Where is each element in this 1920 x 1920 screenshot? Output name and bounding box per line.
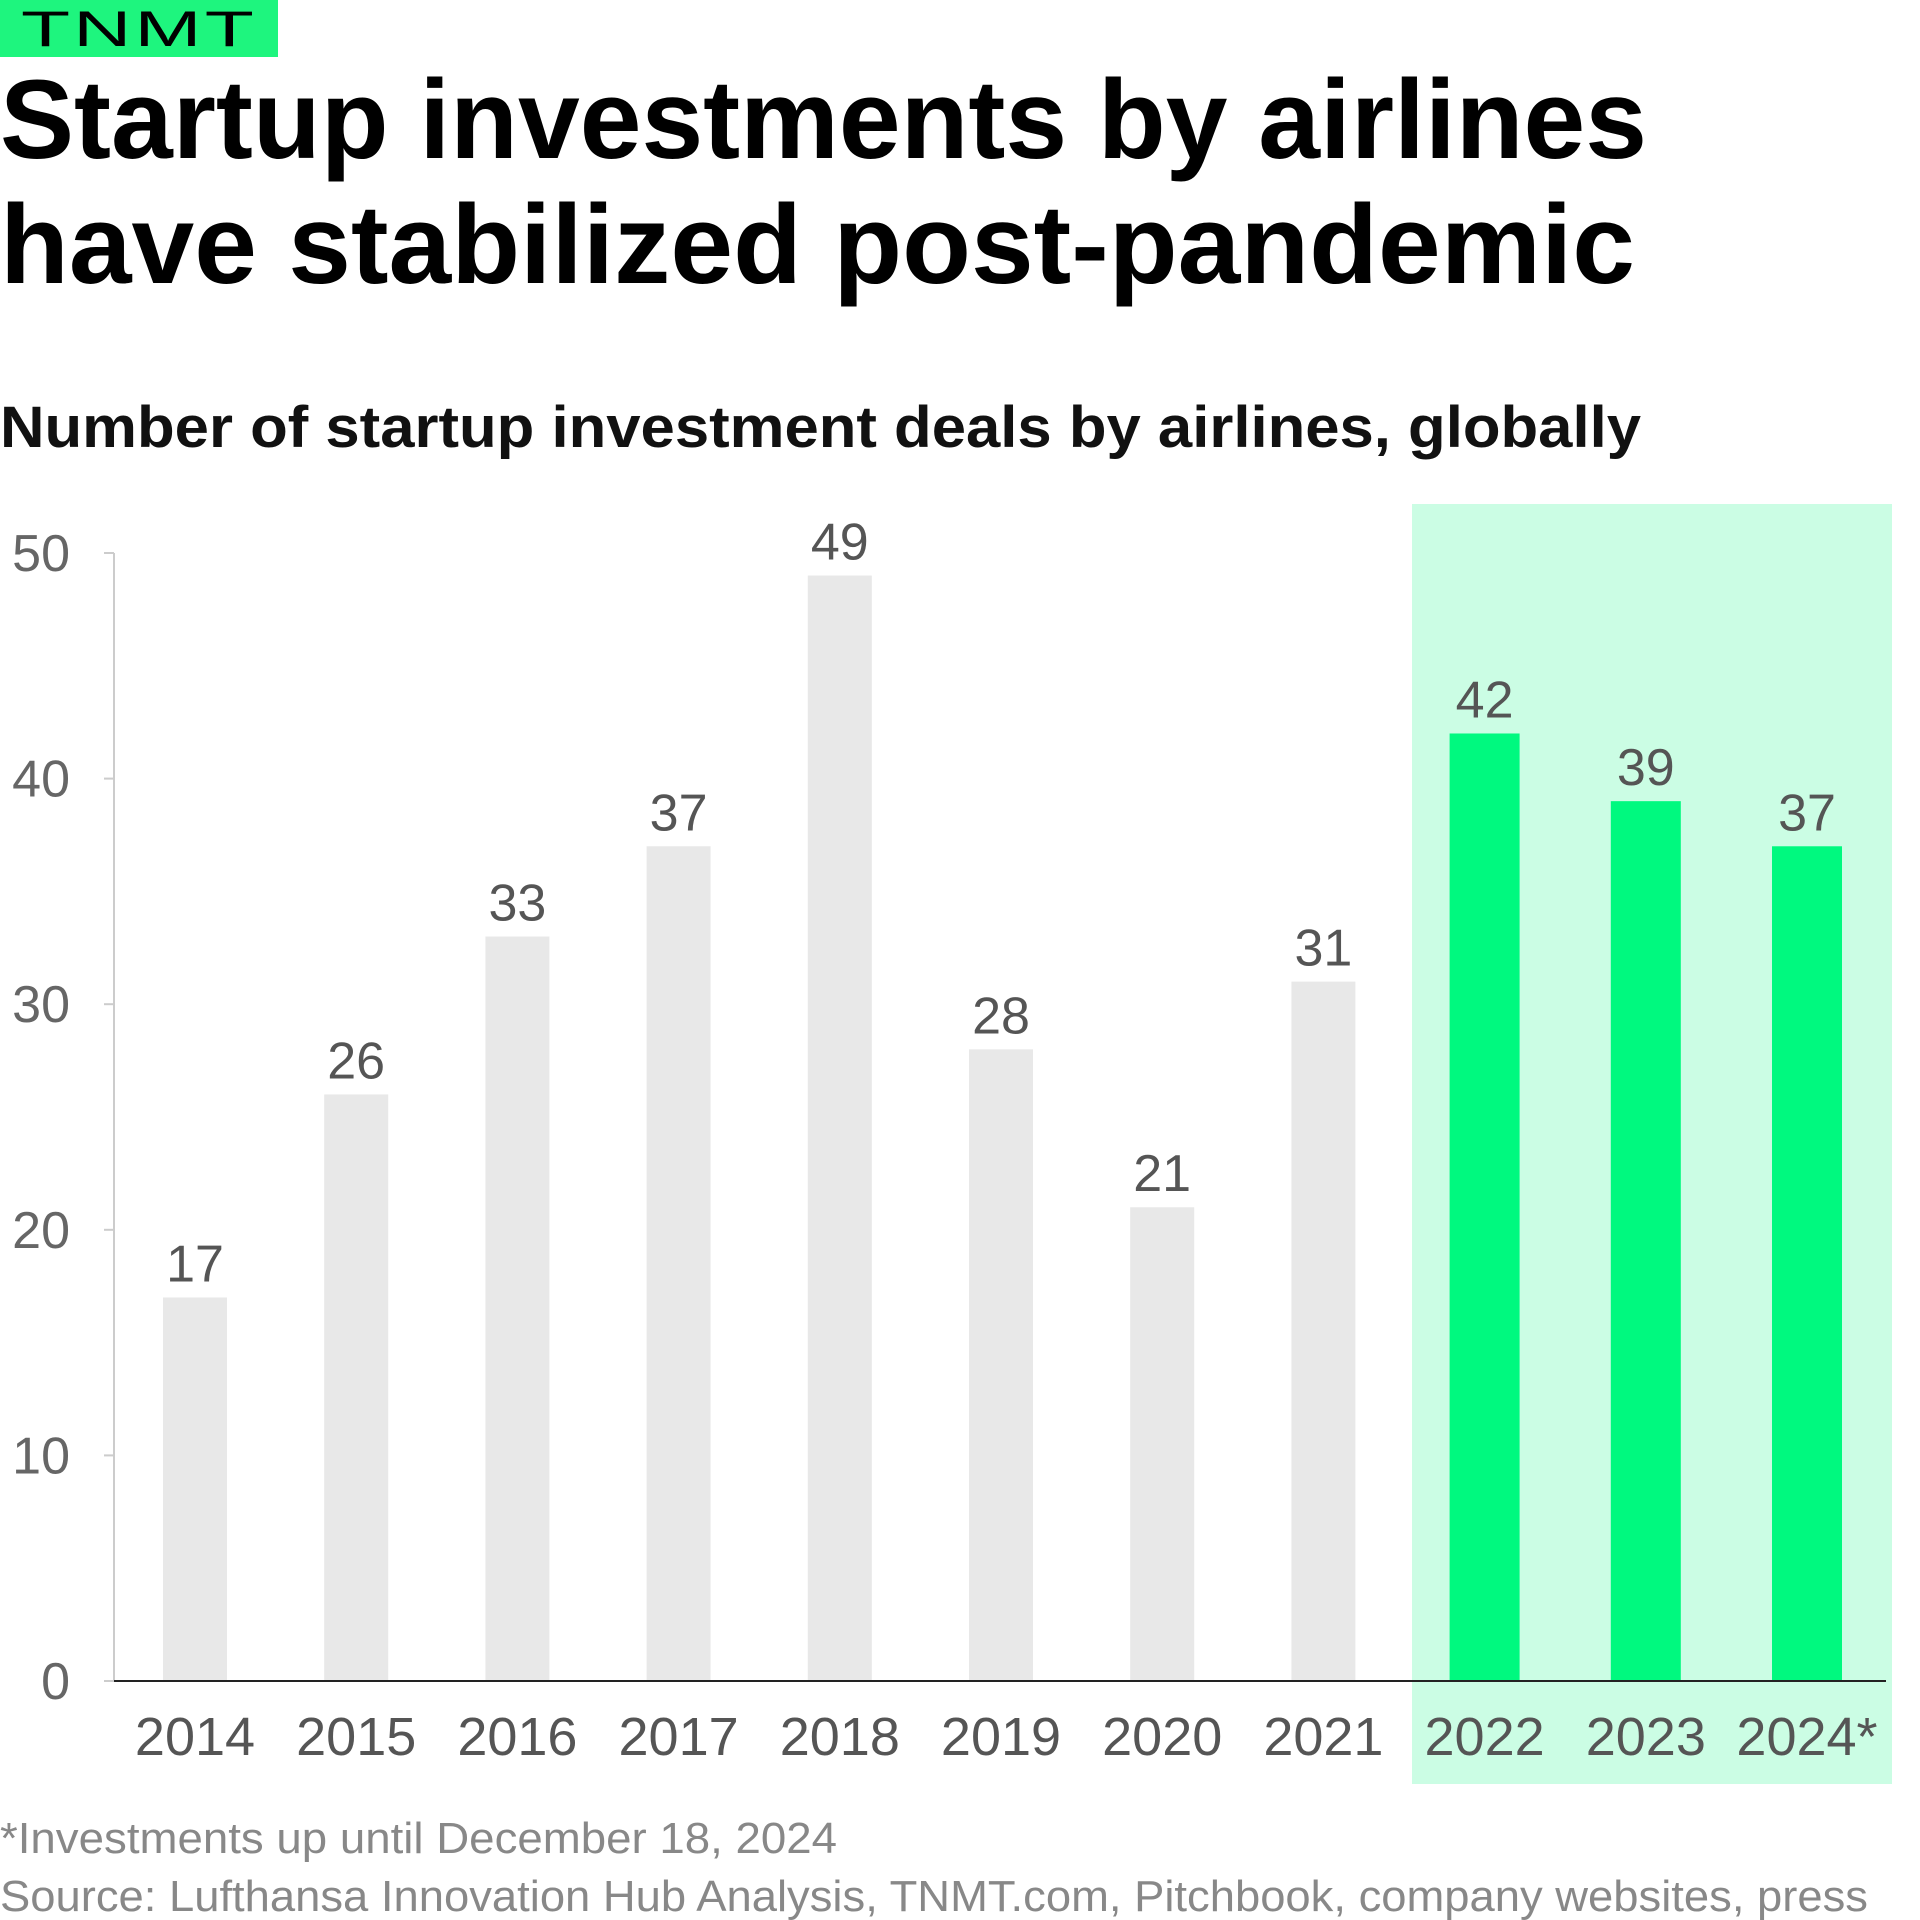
bar-2016 bbox=[485, 936, 550, 1681]
bar-2018 bbox=[807, 575, 872, 1681]
chart-subtitle: Number of startup investment deals by ai… bbox=[0, 395, 1641, 460]
data-label: 33 bbox=[488, 875, 546, 933]
x-tick-label: 2020 bbox=[1102, 1707, 1222, 1767]
bar-2014 bbox=[163, 1297, 227, 1681]
x-tick-label: 2022 bbox=[1425, 1707, 1545, 1767]
y-tick-label: 0 bbox=[41, 1653, 70, 1711]
chart-title-line-2: have stabilized post-pandemic bbox=[0, 182, 1635, 307]
y-tick-label: 10 bbox=[12, 1427, 70, 1485]
y-tick-label: 40 bbox=[12, 751, 70, 809]
bar-2021 bbox=[1291, 981, 1356, 1681]
data-label: 39 bbox=[1617, 739, 1675, 797]
x-tick-label: 2021 bbox=[1263, 1707, 1383, 1767]
bar-2022 bbox=[1449, 733, 1520, 1681]
data-label: 49 bbox=[811, 514, 869, 572]
data-label: 17 bbox=[166, 1235, 224, 1293]
bar-2015 bbox=[324, 1094, 389, 1681]
data-label: 26 bbox=[327, 1032, 385, 1090]
data-label: 42 bbox=[1456, 671, 1514, 729]
x-tick-label: 2014 bbox=[135, 1707, 255, 1767]
data-label: 37 bbox=[650, 784, 708, 842]
y-tick-label: 50 bbox=[12, 525, 70, 583]
bar-2017 bbox=[646, 846, 711, 1681]
x-tick-label: 2023 bbox=[1586, 1707, 1706, 1767]
bar-2023 bbox=[1610, 801, 1681, 1681]
footnote: *Investments up until December 18, 2024 bbox=[0, 1814, 837, 1863]
x-tick-label: 2024* bbox=[1736, 1707, 1877, 1767]
y-tick-label: 30 bbox=[12, 976, 70, 1034]
bar-2019 bbox=[969, 1049, 1033, 1681]
data-label: 37 bbox=[1778, 784, 1836, 842]
data-label: 21 bbox=[1133, 1145, 1191, 1203]
x-axis: 2014 2015 2016 2017 2018 2019 2020 2021 2022 2023… bbox=[114, 1680, 1886, 1767]
x-tick-label: 2016 bbox=[457, 1707, 577, 1767]
data-labels: 17 26 33 37 49 28 21 31 42 39 37 bbox=[166, 514, 1836, 1294]
chart-title-line-1: Startup investments by airlines bbox=[0, 57, 1647, 182]
y-tick-label: 20 bbox=[12, 1202, 70, 1260]
x-tick-label: 2018 bbox=[780, 1707, 900, 1767]
logo: TNMT bbox=[21, 1, 257, 57]
bar-2024 bbox=[1772, 846, 1842, 1681]
x-tick-label: 2017 bbox=[619, 1707, 739, 1767]
bars bbox=[163, 575, 1842, 1681]
x-tick-label: 2019 bbox=[941, 1707, 1061, 1767]
bar-2020 bbox=[1130, 1207, 1195, 1681]
source-note: Source: Lufthansa Innovation Hub Analysi… bbox=[0, 1872, 1868, 1920]
logo-background bbox=[0, 0, 278, 57]
data-label: 31 bbox=[1294, 920, 1352, 978]
data-label: 28 bbox=[972, 987, 1030, 1045]
x-tick-label: 2015 bbox=[296, 1707, 416, 1767]
logo-badge: TNMT bbox=[0, 0, 278, 57]
y-axis: 0 10 20 30 40 50 bbox=[12, 525, 115, 1711]
